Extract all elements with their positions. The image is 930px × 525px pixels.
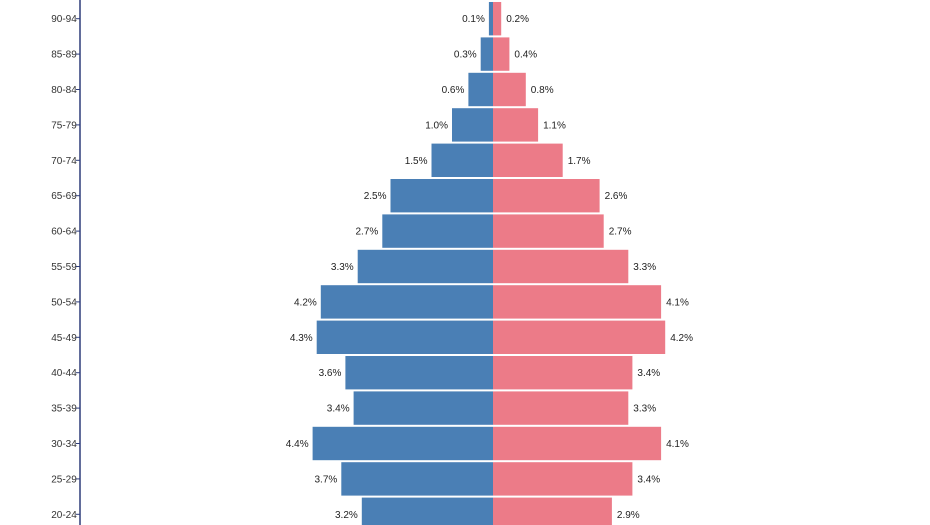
age-group-label: 70-74 bbox=[51, 156, 77, 167]
right-value-label: 1.1% bbox=[543, 120, 566, 131]
left-bar bbox=[480, 37, 493, 71]
left-value-label: 2.5% bbox=[364, 191, 387, 202]
left-bar bbox=[312, 426, 493, 461]
right-bar bbox=[493, 285, 662, 319]
right-bar bbox=[493, 37, 510, 71]
right-bar bbox=[493, 462, 633, 496]
right-value-label: 0.2% bbox=[506, 14, 529, 25]
left-value-label: 4.4% bbox=[286, 439, 309, 450]
right-value-label: 2.9% bbox=[617, 510, 640, 521]
left-bar bbox=[431, 143, 493, 177]
right-value-label: 4.2% bbox=[670, 333, 693, 344]
right-value-label: 1.7% bbox=[568, 156, 591, 167]
right-bar bbox=[493, 320, 666, 354]
left-value-label: 3.4% bbox=[327, 404, 350, 415]
right-value-label: 4.1% bbox=[666, 297, 689, 308]
left-value-label: 4.3% bbox=[290, 333, 313, 344]
left-value-label: 3.7% bbox=[315, 474, 338, 485]
age-group-label: 45-49 bbox=[51, 333, 77, 344]
left-bar bbox=[390, 179, 493, 213]
age-group-label: 60-64 bbox=[51, 227, 77, 238]
left-bar bbox=[468, 72, 493, 107]
right-bar bbox=[493, 391, 629, 425]
right-value-label: 4.1% bbox=[666, 439, 689, 450]
age-group-label: 85-89 bbox=[51, 50, 77, 61]
right-bar bbox=[493, 497, 612, 525]
age-group-label: 75-79 bbox=[51, 120, 77, 131]
age-group-label: 25-29 bbox=[51, 474, 77, 485]
left-value-label: 1.0% bbox=[425, 120, 448, 131]
left-value-label: 0.3% bbox=[454, 50, 477, 61]
left-bar bbox=[320, 285, 493, 319]
age-group-label: 55-59 bbox=[51, 262, 77, 273]
age-group-label: 50-54 bbox=[51, 297, 77, 308]
right-bar bbox=[493, 179, 600, 213]
left-bar bbox=[488, 2, 493, 36]
right-value-label: 0.8% bbox=[531, 85, 554, 96]
age-group-label: 65-69 bbox=[51, 191, 77, 202]
left-bar bbox=[353, 391, 493, 425]
right-bar bbox=[493, 2, 502, 36]
right-value-label: 3.4% bbox=[637, 368, 660, 379]
right-bar bbox=[493, 72, 526, 107]
left-bar bbox=[361, 497, 493, 525]
bars-group bbox=[312, 2, 666, 525]
age-group-label: 30-34 bbox=[51, 439, 77, 450]
age-group-label: 20-24 bbox=[51, 510, 77, 521]
right-bar bbox=[493, 143, 563, 177]
right-bar bbox=[493, 249, 629, 284]
value-labels-group: 0.1% 0.2% 0.3% 0.4% 0.6% 0.8% 1.0% 1.1% 1.5% 1.7%… bbox=[286, 14, 693, 521]
right-value-label: 3.4% bbox=[637, 474, 660, 485]
age-group-label: 40-44 bbox=[51, 368, 77, 379]
left-bar bbox=[316, 320, 493, 354]
right-value-label: 0.4% bbox=[514, 50, 537, 61]
right-bar bbox=[493, 108, 539, 142]
right-bar bbox=[493, 356, 633, 390]
left-value-label: 3.3% bbox=[331, 262, 354, 273]
right-value-label: 2.7% bbox=[609, 227, 632, 238]
left-value-label: 3.6% bbox=[319, 368, 342, 379]
left-value-label: 2.7% bbox=[356, 227, 379, 238]
left-bar bbox=[357, 249, 493, 284]
left-value-label: 4.2% bbox=[294, 297, 317, 308]
left-value-label: 3.2% bbox=[335, 510, 358, 521]
age-group-label: 35-39 bbox=[51, 404, 77, 415]
category-labels-group: 90-94 85-89 80-84 75-79 70-74 65-69 60-64 55-59… bbox=[51, 14, 80, 521]
age-group-label: 90-94 bbox=[51, 14, 77, 25]
right-value-label: 3.3% bbox=[633, 262, 656, 273]
age-group-label: 80-84 bbox=[51, 85, 77, 96]
left-value-label: 0.6% bbox=[442, 85, 465, 96]
right-value-label: 3.3% bbox=[633, 404, 656, 415]
right-bar bbox=[493, 426, 662, 461]
left-bar bbox=[452, 108, 493, 142]
right-value-label: 2.6% bbox=[605, 191, 628, 202]
left-value-label: 1.5% bbox=[405, 156, 428, 167]
left-bar bbox=[341, 462, 493, 496]
left-value-label: 0.1% bbox=[462, 14, 485, 25]
right-bar bbox=[493, 214, 604, 248]
left-bar bbox=[382, 214, 493, 248]
left-bar bbox=[345, 356, 493, 390]
